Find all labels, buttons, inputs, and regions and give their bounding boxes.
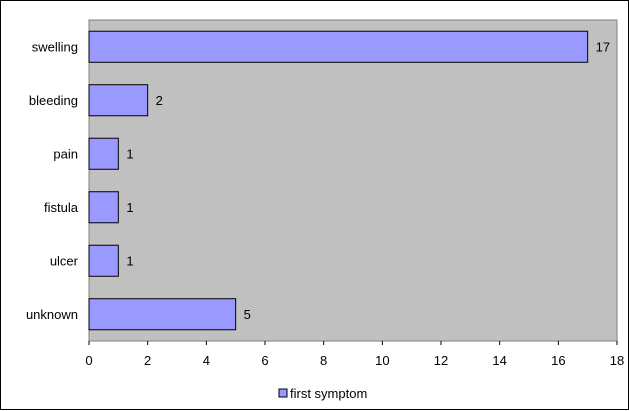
category-label-bleeding: bleeding [29,93,78,108]
x-tick-label: 4 [203,353,210,368]
category-label-pain: pain [53,146,78,161]
plot-area [88,19,618,342]
data-label-fistula: 1 [126,200,133,215]
legend-label: first symptom [290,386,367,401]
x-tick-label: 2 [144,353,151,368]
data-label-swelling: 17 [596,39,610,54]
x-tick-label: 6 [261,353,268,368]
bar-bleeding [88,84,149,117]
x-axis-ticks: 0 2 4 6 8 10 12 14 16 18 [85,341,624,368]
x-tick-label: 16 [551,353,565,368]
category-label-ulcer: ulcer [50,253,79,268]
data-label-ulcer: 1 [126,253,133,268]
bar-fistula [88,191,119,224]
legend: first symptom [278,386,367,401]
bar-unknown [88,298,237,331]
x-tick-label: 8 [320,353,327,368]
data-label-pain: 1 [126,146,133,161]
data-label-unknown: 5 [244,307,251,322]
category-labels: swelling bleeding pain fistula ulcer unknown [26,39,79,322]
category-label-fistula: fistula [44,200,79,215]
legend-swatch [278,388,288,398]
data-labels: 17 2 1 1 1 5 [126,39,610,322]
x-tick-label: 12 [434,353,448,368]
x-tick-label: 10 [375,353,389,368]
bar-pain [88,137,119,170]
x-tick-label: 0 [85,353,92,368]
x-tick-label: 18 [610,353,624,368]
bar-swelling [88,30,589,63]
bar-ulcer [88,244,119,277]
category-label-swelling: swelling [32,39,78,54]
x-tick-label: 14 [492,353,506,368]
data-label-bleeding: 2 [156,93,163,108]
bars-group [88,30,589,331]
category-label-unknown: unknown [26,307,78,322]
